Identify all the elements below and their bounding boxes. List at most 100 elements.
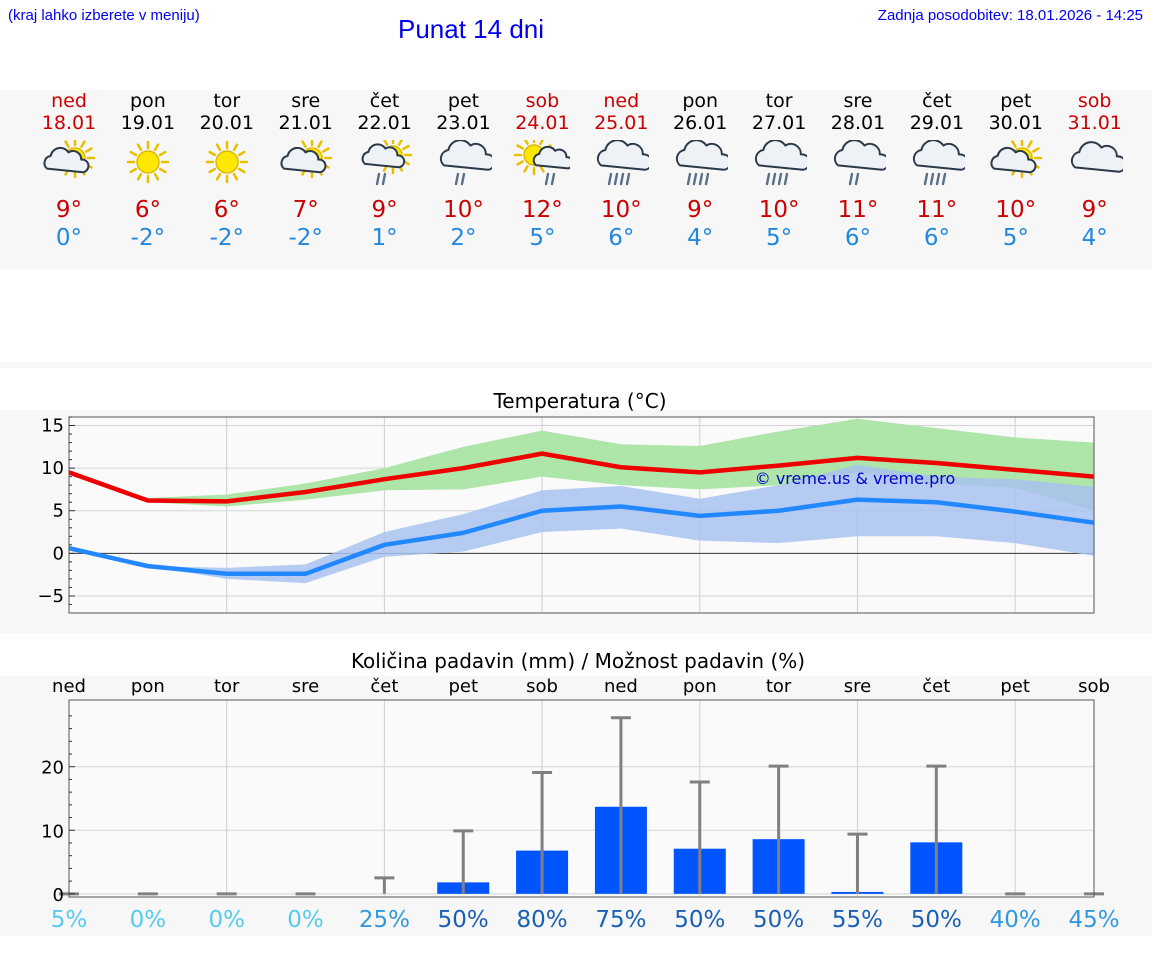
min-temp: 2° — [450, 225, 477, 251]
day-date: 18.01 — [41, 112, 97, 134]
max-temp: 11° — [916, 197, 958, 223]
cloud-heavy-rain-icon — [755, 139, 811, 186]
cloud-heavy-rain-icon — [912, 139, 969, 186]
max-temp: 9° — [687, 197, 714, 223]
day-column: tor 20.01 6° -2° — [187, 90, 267, 252]
cloud-rain-icon — [439, 139, 496, 186]
day-name: pon — [682, 90, 719, 112]
precipitation-day-label: pet — [1000, 676, 1030, 697]
day-name: sre — [291, 90, 321, 112]
day-name: tor — [765, 90, 793, 112]
day-column: pet 23.01 10° 2° — [424, 90, 504, 252]
day-column: ned 18.01 9° 0° — [29, 90, 109, 252]
cloudy-icon — [1070, 141, 1127, 173]
precipitation-probability: 40% — [990, 907, 1041, 933]
sun-icon — [126, 140, 170, 184]
daily-forecast-strip: ned 18.01 9° 0° pon 19.01 6° -2° tor 20.01 6° -2° sr… — [0, 90, 1152, 269]
min-temp: -2° — [130, 225, 166, 251]
precipitation-probability: 0% — [208, 907, 245, 933]
day-name: tor — [213, 90, 241, 112]
precipitation-probability: 50% — [753, 907, 804, 933]
day-column: sre 28.01 11° 6° — [818, 90, 898, 252]
min-temp: 5° — [766, 225, 793, 251]
precipitation-day-label: tor — [766, 676, 792, 697]
temperature-y-tick-label: 10 — [41, 458, 64, 479]
temperature-axes-frame — [68, 416, 1095, 614]
separator-band — [0, 362, 1152, 368]
temperature-y-tick-label: 0 — [53, 543, 64, 564]
partly-cloudy-icon — [43, 137, 96, 179]
max-temp: 12° — [522, 197, 563, 223]
precipitation-probability: 50% — [911, 907, 962, 933]
precipitation-day-label: sob — [1078, 676, 1110, 697]
precipitation-day-label: sre — [292, 676, 319, 697]
precipitation-y-tick-label: 10 — [41, 821, 64, 842]
sun-cloud-rain-icon — [514, 134, 575, 186]
precipitation-day-label: pon — [683, 676, 717, 697]
min-temp: -2° — [288, 225, 323, 251]
day-date: 25.01 — [594, 112, 649, 134]
day-date: 27.01 — [751, 112, 807, 134]
day-column: pon 19.01 6° -2° — [108, 90, 188, 252]
precipitation-chart: Količina padavin (mm) / Možnost padavin … — [41, 649, 1119, 933]
day-name: sre — [843, 90, 873, 112]
temperature-y-tick-label: 5 — [53, 501, 64, 522]
day-column: čet 22.01 9° 1° — [345, 90, 425, 252]
min-temp: 4° — [1081, 225, 1108, 251]
min-temp: 5° — [1002, 225, 1029, 251]
day-name: sob — [1077, 90, 1112, 112]
cloud-heavy-rain-icon — [676, 139, 732, 186]
day-column: čet 29.01 11° 6° — [897, 90, 977, 252]
precipitation-day-label: ned — [604, 676, 638, 697]
min-temp-range-band — [69, 464, 1094, 584]
day-name: čet — [922, 90, 952, 112]
precipitation-day-label: ned — [52, 676, 86, 697]
precipitation-probability: 45% — [1068, 907, 1119, 933]
day-column: sre 21.01 7° -2° — [266, 90, 346, 252]
temperature-y-tick-label: 15 — [41, 416, 64, 437]
day-date: 24.01 — [515, 112, 570, 134]
day-name: ned — [603, 90, 640, 112]
partly-cloudy-rain-icon — [361, 135, 412, 186]
max-temp: 10° — [600, 197, 642, 223]
location-menu-hint[interactable]: (kraj lahko izberete v meniju) — [8, 7, 200, 24]
partly-cloudy-icon — [990, 137, 1043, 179]
temperature-chart: Temperatura (°C) 15 10 5 0 −5 © vreme.us & vre… — [37, 389, 1095, 614]
page-title: Punat 14 dni — [398, 14, 545, 44]
precipitation-probability: 50% — [438, 907, 489, 933]
partly-cloudy-icon — [280, 137, 332, 179]
max-temp: 7° — [292, 197, 319, 223]
cloud-rain-icon — [833, 139, 890, 186]
day-date: 31.01 — [1067, 112, 1122, 134]
day-name: ned — [51, 90, 87, 112]
max-temp: 9° — [371, 197, 398, 223]
min-temp: 6° — [923, 225, 950, 251]
day-name: pet — [447, 90, 480, 112]
min-temp-line — [68, 497, 1095, 577]
max-temp: 11° — [837, 197, 879, 223]
day-date: 30.01 — [988, 112, 1043, 134]
day-name: čet — [369, 90, 400, 112]
day-column: ned 25.01 10° 6° — [581, 90, 661, 252]
max-temp: 10° — [995, 197, 1037, 223]
precipitation-probability: 75% — [595, 907, 646, 933]
precipitation-day-label: tor — [214, 676, 240, 697]
min-temp: 5° — [529, 225, 556, 251]
precipitation-day-label: pet — [448, 676, 478, 697]
precipitation-probability: 80% — [517, 907, 568, 933]
max-temp: 6° — [134, 197, 161, 223]
cloud-heavy-rain-icon — [597, 139, 653, 186]
precipitation-y-tick-label: 20 — [41, 758, 64, 779]
min-temp: 1° — [371, 225, 398, 251]
day-date: 23.01 — [436, 112, 491, 134]
day-column: pet 30.01 10° 5° — [976, 90, 1056, 252]
day-column: sob 24.01 12° 5° — [502, 90, 582, 252]
min-temp: 0° — [55, 225, 83, 251]
day-date: 21.01 — [278, 112, 333, 134]
precipitation-probability: 0% — [130, 907, 167, 933]
last-updated: Zadnja posodobitev: 18.01.2026 - 14:25 — [877, 7, 1143, 24]
precipitation-day-label: čet — [922, 676, 950, 697]
day-name: pon — [130, 90, 166, 112]
day-date: 29.01 — [909, 112, 965, 134]
max-temp: 10° — [443, 197, 484, 223]
